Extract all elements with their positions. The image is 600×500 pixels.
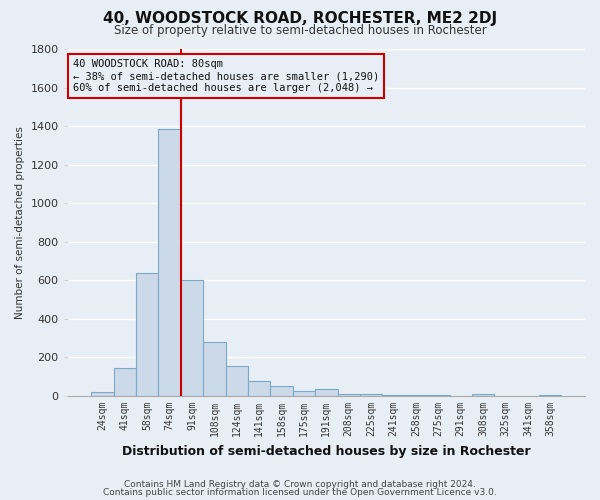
Bar xyxy=(226,366,248,396)
Y-axis label: Number of semi-detached properties: Number of semi-detached properties xyxy=(15,126,25,319)
Text: Size of property relative to semi-detached houses in Rochester: Size of property relative to semi-detach… xyxy=(113,24,487,37)
Text: 40, WOODSTOCK ROAD, ROCHESTER, ME2 2DJ: 40, WOODSTOCK ROAD, ROCHESTER, ME2 2DJ xyxy=(103,11,497,26)
Bar xyxy=(181,280,203,396)
Text: Contains HM Land Registry data © Crown copyright and database right 2024.: Contains HM Land Registry data © Crown c… xyxy=(124,480,476,489)
Bar xyxy=(158,129,181,396)
Bar xyxy=(203,342,226,396)
X-axis label: Distribution of semi-detached houses by size in Rochester: Distribution of semi-detached houses by … xyxy=(122,444,530,458)
Text: Contains public sector information licensed under the Open Government Licence v3: Contains public sector information licen… xyxy=(103,488,497,497)
Bar xyxy=(405,395,427,396)
Bar xyxy=(472,394,494,396)
Bar xyxy=(91,392,113,396)
Bar xyxy=(315,388,338,396)
Bar xyxy=(293,391,315,396)
Text: 40 WOODSTOCK ROAD: 80sqm
← 38% of semi-detached houses are smaller (1,290)
60% o: 40 WOODSTOCK ROAD: 80sqm ← 38% of semi-d… xyxy=(73,60,379,92)
Bar xyxy=(248,380,271,396)
Bar xyxy=(136,272,158,396)
Bar xyxy=(271,386,293,396)
Bar xyxy=(360,394,382,396)
Bar xyxy=(338,394,360,396)
Bar xyxy=(382,394,405,396)
Bar xyxy=(113,368,136,396)
